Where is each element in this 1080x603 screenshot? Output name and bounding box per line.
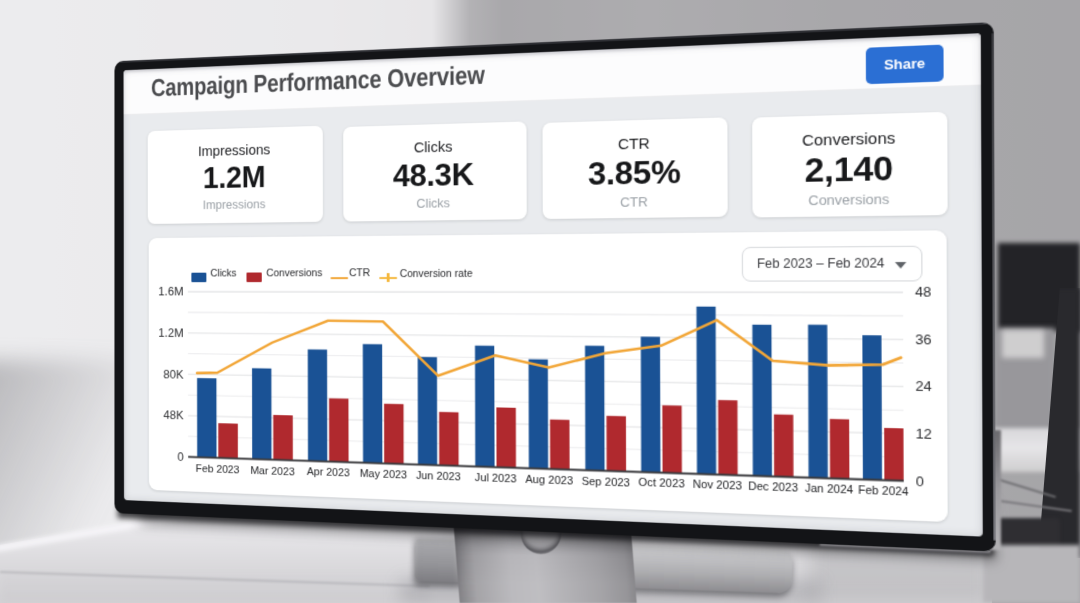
- svg-text:48K: 48K: [163, 409, 184, 422]
- svg-text:Aug 2023: Aug 2023: [525, 473, 573, 487]
- svg-text:0: 0: [916, 475, 924, 490]
- svg-text:May 2023: May 2023: [360, 468, 408, 482]
- svg-text:Dec 2023: Dec 2023: [748, 479, 798, 494]
- svg-text:Sep 2023: Sep 2023: [582, 475, 630, 490]
- svg-text:24: 24: [915, 380, 931, 395]
- svg-text:80K: 80K: [163, 368, 184, 381]
- svg-text:Feb 2024: Feb 2024: [858, 484, 908, 498]
- svg-text:Oct 2023: Oct 2023: [638, 477, 684, 492]
- svg-text:Jun 2023: Jun 2023: [416, 470, 461, 484]
- svg-text:0: 0: [177, 451, 183, 464]
- svg-text:Jan 2024: Jan 2024: [805, 482, 854, 496]
- svg-text:Jul 2023: Jul 2023: [475, 472, 517, 486]
- svg-text:Apr 2023: Apr 2023: [307, 466, 351, 480]
- svg-text:36: 36: [915, 333, 931, 348]
- svg-text:48: 48: [915, 286, 931, 301]
- svg-text:1.6M: 1.6M: [158, 286, 183, 299]
- svg-text:12: 12: [916, 427, 932, 442]
- svg-text:Nov 2023: Nov 2023: [693, 479, 743, 494]
- svg-text:Feb 2023: Feb 2023: [196, 463, 240, 476]
- svg-text:Mar 2023: Mar 2023: [250, 465, 295, 479]
- svg-text:1.2M: 1.2M: [158, 327, 183, 340]
